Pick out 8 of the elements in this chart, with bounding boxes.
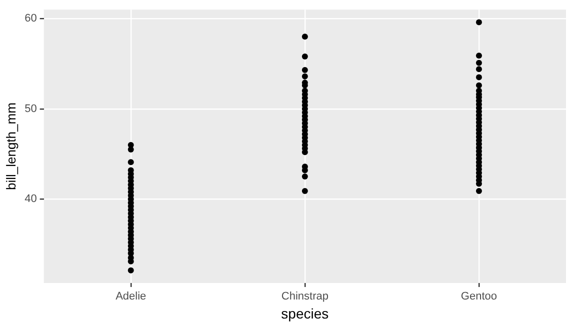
x-tick-label: Chinstrap bbox=[281, 290, 328, 303]
y-tick-label: 60 bbox=[24, 12, 37, 25]
x-tick-label: Adelie bbox=[116, 290, 146, 303]
y-tick-label: 50 bbox=[24, 102, 37, 115]
x-axis-title: species bbox=[281, 305, 329, 322]
x-tick-label: Gentoo bbox=[460, 290, 498, 303]
y-axis-title: bill_length_mm bbox=[3, 102, 18, 190]
y-tick-label: 40 bbox=[24, 193, 37, 206]
